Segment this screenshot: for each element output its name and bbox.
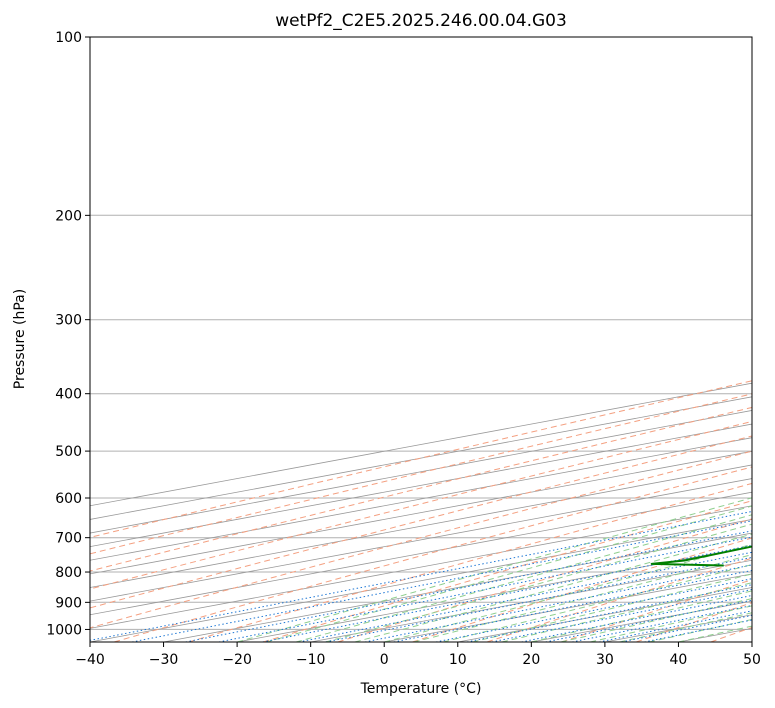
dry-adiabat-line [90, 393, 752, 555]
y-tick-label: 500 [55, 444, 82, 460]
moist-adiabat-line [266, 505, 752, 642]
y-tick-label: 1000 [46, 622, 82, 638]
mixing-ratio-line [621, 614, 752, 642]
moist-adiabat-line [236, 497, 752, 642]
moist-adiabat-line [325, 523, 752, 642]
mixing-ratio-line [90, 510, 752, 641]
x-tick-label: 0 [380, 652, 389, 668]
moist-adiabat-line [413, 554, 752, 642]
x-tick-label: −30 [149, 652, 179, 668]
isotherm-line [90, 464, 752, 588]
x-tick-label: 50 [743, 652, 761, 668]
mixing-ratio-line [325, 556, 752, 642]
isotherm-line [90, 396, 752, 520]
moist-adiabat-line [295, 514, 752, 642]
isotherm-line [90, 478, 752, 602]
mixing-ratio-line [218, 536, 752, 642]
dry-adiabat-line [337, 518, 752, 642]
x-tick-label: 30 [596, 652, 614, 668]
y-tick-label: 800 [55, 565, 82, 581]
y-tick-label: 600 [55, 491, 82, 507]
dry-adiabat-line [412, 537, 752, 642]
y-tick-label: 700 [55, 531, 82, 547]
x-tick-label: 10 [449, 652, 467, 668]
isotherm-line [90, 491, 752, 616]
isotherm-line [751, 641, 752, 642]
dry-adiabat-line [90, 406, 752, 572]
isotherm-line [90, 382, 752, 507]
y-tick-label: 300 [55, 313, 82, 329]
x-axis-label: Temperature (°C) [360, 681, 482, 697]
dry-adiabat-line [113, 466, 752, 642]
plot-area: 0.10.20.40.611.52346810131620253036-100-… [90, 37, 752, 642]
dry-adiabat-line [188, 482, 752, 642]
x-tick-label: −20 [222, 652, 252, 668]
dry-adiabat-line [263, 500, 752, 642]
chart-title: wetPf2_C2E5.2025.246.00.04.G03 [275, 11, 567, 31]
y-tick-label: 200 [55, 208, 82, 224]
dewpoint-profile-line [650, 545, 752, 567]
x-tick-label: 20 [522, 652, 540, 668]
moist-adiabat-line [354, 533, 752, 642]
mixing-ratio-line [364, 564, 752, 642]
y-tick-label: 100 [55, 30, 82, 46]
y-axis-label: Pressure (hPa) [12, 289, 28, 389]
dry-adiabat-line [90, 450, 752, 629]
mixing-ratio-line [262, 544, 752, 642]
plot-frame [89, 36, 753, 643]
isotherm-line [90, 423, 752, 548]
dry-adiabat-line [561, 579, 752, 642]
y-tick-label: 900 [55, 595, 82, 611]
moist-adiabat-line [501, 582, 752, 642]
isotherm-line [604, 614, 752, 642]
moist-adiabat-line [442, 564, 752, 642]
isotherm-line [90, 450, 752, 575]
mixing-ratio-line [298, 551, 752, 642]
isotherm-line [90, 519, 752, 642]
mixing-ratio-line [491, 588, 752, 642]
x-tick-label: −40 [75, 652, 105, 668]
dry-adiabat-line [710, 626, 752, 642]
x-tick-label: −10 [296, 652, 326, 668]
y-tick-label: 400 [55, 387, 82, 403]
isotherm-line [163, 532, 752, 642]
isotherm-line [90, 437, 752, 561]
isotherm-line [90, 505, 752, 629]
isotherm-line [90, 410, 752, 534]
x-tick-label: 40 [670, 652, 688, 668]
mixing-ratio-line [466, 584, 752, 642]
axes: −40 −30 −20 −10 0 10 20 30 40 50 100 200 300 400 500 60… [46, 30, 761, 668]
moist-adiabat-line [560, 598, 752, 642]
isotherm-line [310, 559, 752, 642]
moist-adiabat-line [648, 618, 752, 642]
